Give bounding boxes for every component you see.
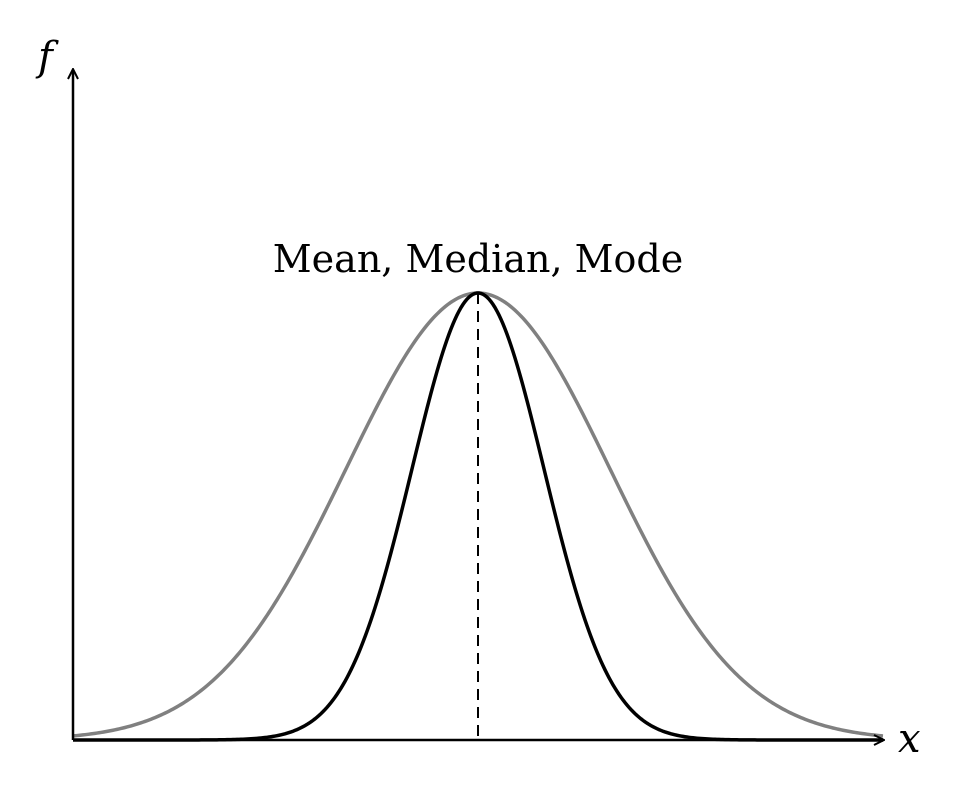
y-axis-label: f — [35, 34, 59, 80]
x-axis-label: x — [898, 716, 921, 762]
mean-median-mode-label: Mean, Median, Mode — [273, 237, 683, 281]
